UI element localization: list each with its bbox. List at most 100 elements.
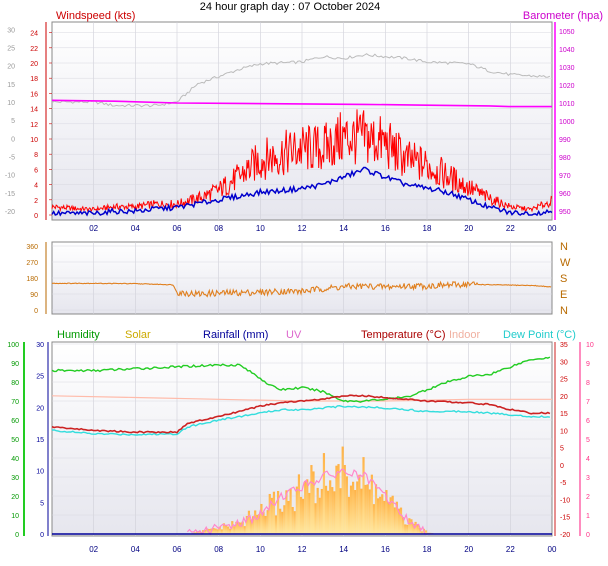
solar-bar	[308, 493, 310, 534]
x-tick-label-bottom: 00	[548, 545, 557, 554]
legend-dewpoint: Dew Point (°C)	[503, 329, 576, 341]
solar-bar	[410, 519, 412, 534]
legend-temperature: Temperature (°C)	[361, 329, 445, 341]
solar-bar	[333, 491, 335, 534]
solar-bar	[365, 485, 367, 534]
uv-tick: 10	[586, 342, 594, 349]
solar-bar	[394, 507, 396, 534]
x-tick-label: 04	[131, 224, 140, 233]
solar-bar	[348, 497, 350, 534]
legend-uv: UV	[286, 329, 302, 341]
windspeed-tick: 10	[30, 137, 38, 144]
solar-bar	[225, 525, 227, 534]
barometer-tick: 1020	[559, 83, 575, 90]
temperature-tick: -5	[560, 480, 566, 487]
chart-title: 24 hour graph day : 07 October 2024	[200, 1, 380, 13]
direction-compass-tick: N	[560, 241, 568, 253]
windspeed-tick: 14	[30, 107, 38, 114]
gray-scale-tick: 5	[11, 118, 15, 125]
uv-tick: 4	[586, 456, 590, 463]
direction-degree-tick: 0	[34, 308, 38, 315]
direction-compass-tick: E	[560, 289, 567, 301]
x-tick-label: 14	[339, 224, 348, 233]
windspeed-tick: 22	[30, 46, 38, 53]
solar-bar	[317, 488, 319, 534]
solar-bar	[344, 465, 346, 534]
solar-bar	[244, 526, 246, 534]
humidity-tick: 30	[11, 475, 19, 482]
barometer-tick: 980	[559, 155, 571, 162]
x-tick-label-bottom: 12	[298, 545, 307, 554]
solar-bar	[381, 494, 383, 534]
gray-scale-tick: -10	[5, 173, 15, 180]
temperature-tick: -20	[560, 532, 570, 539]
solar-bar	[406, 525, 408, 534]
temperature-tick: 35	[560, 342, 568, 349]
solar-bar	[229, 529, 231, 534]
solar-bar	[279, 509, 281, 534]
barometer-label: Barometer (hpa)	[523, 10, 603, 22]
windspeed-tick: 4	[34, 183, 38, 190]
gray-scale-tick: 15	[7, 82, 15, 89]
solar-bar	[283, 505, 285, 534]
temperature-tick: 30	[560, 359, 568, 366]
solar-bar	[273, 492, 275, 534]
barometer-tick: 970	[559, 173, 571, 180]
windspeed-label: Windspeed (kts)	[56, 10, 135, 22]
gray-scale-tick: 10	[7, 100, 15, 107]
uv-tick: 0	[586, 532, 590, 539]
solar-bar	[265, 516, 267, 534]
x-tick-label: 08	[214, 224, 223, 233]
solar-bar	[290, 489, 292, 534]
gray-scale-tick: -20	[5, 209, 15, 216]
solar-bar	[408, 518, 410, 534]
windspeed-tick: 20	[30, 61, 38, 68]
solar-bar	[267, 510, 269, 534]
solar-bar	[373, 504, 375, 534]
humidity-tick: 20	[11, 494, 19, 501]
x-tick-label-bottom: 04	[131, 545, 140, 554]
solar-bar	[367, 484, 369, 534]
rainfall-tick: 20	[36, 405, 44, 412]
solar-bar	[296, 487, 298, 534]
x-tick-label: 02	[89, 224, 98, 233]
windspeed-tick: 12	[30, 122, 38, 129]
direction-compass-tick: N	[560, 305, 568, 317]
humidity-tick: 40	[11, 456, 19, 463]
solar-bar	[281, 512, 283, 534]
solar-bar	[356, 481, 358, 534]
uv-tick: 2	[586, 494, 590, 501]
solar-bar	[379, 497, 381, 534]
x-tick-label: 20	[464, 224, 473, 233]
uv-tick: 6	[586, 418, 590, 425]
temperature-tick: 5	[560, 446, 564, 453]
uv-tick: 9	[586, 361, 590, 368]
solar-bar	[292, 507, 294, 534]
gray-scale-tick: 20	[7, 64, 15, 71]
solar-bar	[377, 498, 379, 534]
solar-bar	[400, 508, 402, 534]
solar-bar	[325, 486, 327, 534]
solar-bar	[358, 475, 360, 534]
barometer-tick: 950	[559, 209, 571, 216]
solar-bar	[302, 499, 304, 534]
solar-bar	[227, 527, 229, 534]
barometer-tick: 990	[559, 137, 571, 144]
solar-bar	[352, 482, 354, 534]
humidity-tick: 80	[11, 380, 19, 387]
temperature-tick: -10	[560, 497, 570, 504]
solar-bar	[287, 501, 289, 534]
rainfall-tick: 0	[40, 532, 44, 539]
solar-bar	[298, 474, 300, 534]
solar-bar	[312, 471, 314, 534]
x-tick-label: 18	[423, 224, 432, 233]
legend-solar: Solar	[125, 329, 151, 341]
solar-bar	[354, 490, 356, 534]
solar-bar	[321, 489, 323, 534]
x-tick-label: 12	[298, 224, 307, 233]
barometer-tick: 1000	[559, 119, 575, 126]
barometer-tick: 1040	[559, 47, 575, 54]
windspeed-tick: 2	[34, 198, 38, 205]
solar-bar	[275, 515, 277, 534]
